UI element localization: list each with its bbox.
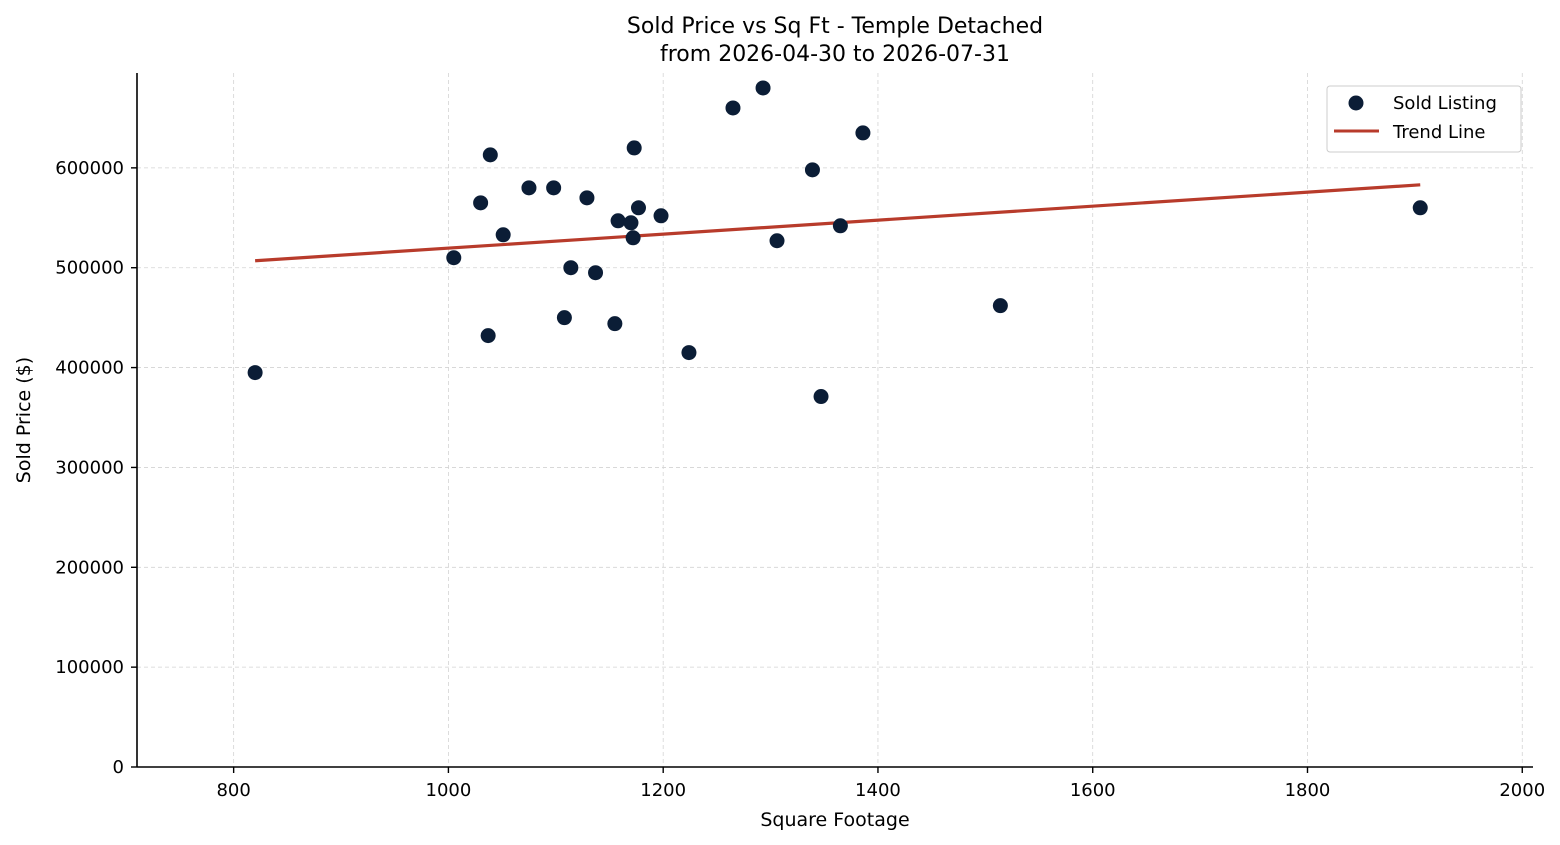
data-point: [813, 389, 829, 405]
data-point: [521, 180, 537, 196]
data-point: [630, 200, 646, 216]
data-point: [473, 195, 489, 211]
data-point: [653, 208, 669, 224]
grid-layer: [137, 73, 1533, 768]
legend: Sold Listing Trend Line: [1326, 85, 1522, 153]
data-point: [832, 218, 848, 234]
y-tick-label: 400000: [55, 358, 124, 379]
ticks-layer: 800 1000 1200 1400 1600 1800 2000 0 100000 200000…: [55, 158, 1545, 801]
data-point: [480, 328, 496, 344]
legend-label-trend-line: Trend Line: [1392, 122, 1486, 143]
data-point: [482, 147, 498, 163]
chart-title: Sold Price vs Sq Ft - Temple Detached: [627, 14, 1043, 39]
legend-label-sold-listing: Sold Listing: [1393, 93, 1497, 114]
data-point: [446, 250, 462, 266]
data-point: [1412, 200, 1428, 216]
x-axis-label: Square Footage: [760, 809, 909, 831]
data-point: [588, 265, 604, 281]
legend-marker-sold-listing: [1348, 95, 1364, 111]
data-point: [546, 180, 562, 196]
y-tick-label: 600000: [55, 158, 124, 179]
x-tick-label: 1200: [640, 780, 686, 801]
points-layer: [247, 80, 1428, 405]
x-tick-label: 1400: [855, 780, 901, 801]
data-point: [625, 230, 641, 246]
data-point: [992, 298, 1008, 314]
y-axis-label: Sold Price ($): [13, 357, 35, 483]
data-point: [804, 162, 820, 178]
x-tick-label: 1600: [1070, 780, 1116, 801]
data-point: [755, 80, 771, 96]
x-tick-label: 1800: [1285, 780, 1331, 801]
data-point: [579, 190, 595, 206]
x-tick-label: 800: [216, 780, 250, 801]
chart-subtitle: from 2026-04-30 to 2026-07-31: [660, 42, 1010, 67]
y-tick-label: 300000: [55, 457, 124, 478]
data-point: [495, 227, 511, 243]
data-point: [855, 125, 871, 141]
x-tick-label: 2000: [1499, 780, 1545, 801]
legend-box: [1326, 85, 1522, 153]
y-tick-label: 200000: [55, 557, 124, 578]
data-point: [769, 233, 785, 249]
y-tick-label: 100000: [55, 657, 124, 678]
data-point: [247, 365, 263, 381]
y-tick-label: 500000: [55, 258, 124, 279]
data-point: [725, 100, 741, 116]
data-point: [556, 310, 572, 326]
data-point: [626, 140, 642, 156]
x-tick-label: 1000: [426, 780, 472, 801]
data-point: [610, 213, 626, 229]
data-point: [681, 345, 697, 361]
data-point: [563, 260, 579, 276]
data-point: [607, 316, 623, 332]
y-tick-label: 0: [113, 757, 124, 778]
data-point: [623, 215, 639, 231]
